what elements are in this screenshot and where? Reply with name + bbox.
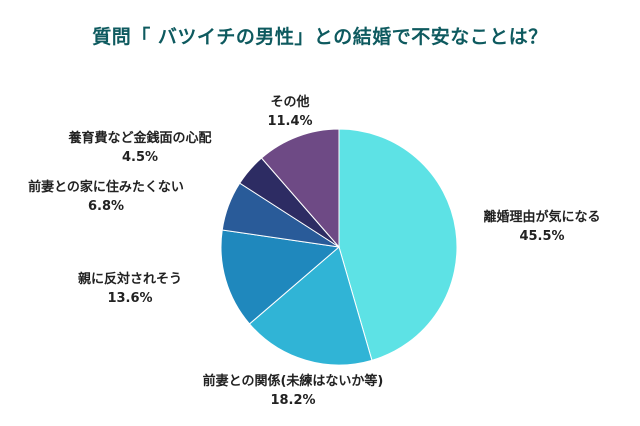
chart-title: 質問「 バツイチの男性」との結婚で不安なことは？ — [92, 26, 548, 48]
slice-label-oya: 親に反対されそう 13.6% — [77, 272, 182, 306]
pie-slice-5 — [260, 128, 340, 249]
slice-label-sonota: その他 11.4% — [267, 95, 313, 129]
pie-slice-0 — [338, 128, 458, 361]
pie-slice-2 — [220, 229, 341, 325]
slice-label-yoikuhi: 養育費など金銭面の心配 4.5% — [68, 131, 212, 165]
slice-label-ie: 前妻との家に住みたくない 6.8% — [28, 180, 184, 214]
slice-label-riyu: 離婚理由が気になる 45.5% — [483, 210, 601, 244]
slice-label-zensai-kankei: 前妻との関係(未練はないか等) 18.2% — [202, 374, 384, 408]
pie-slice-1 — [248, 246, 373, 366]
